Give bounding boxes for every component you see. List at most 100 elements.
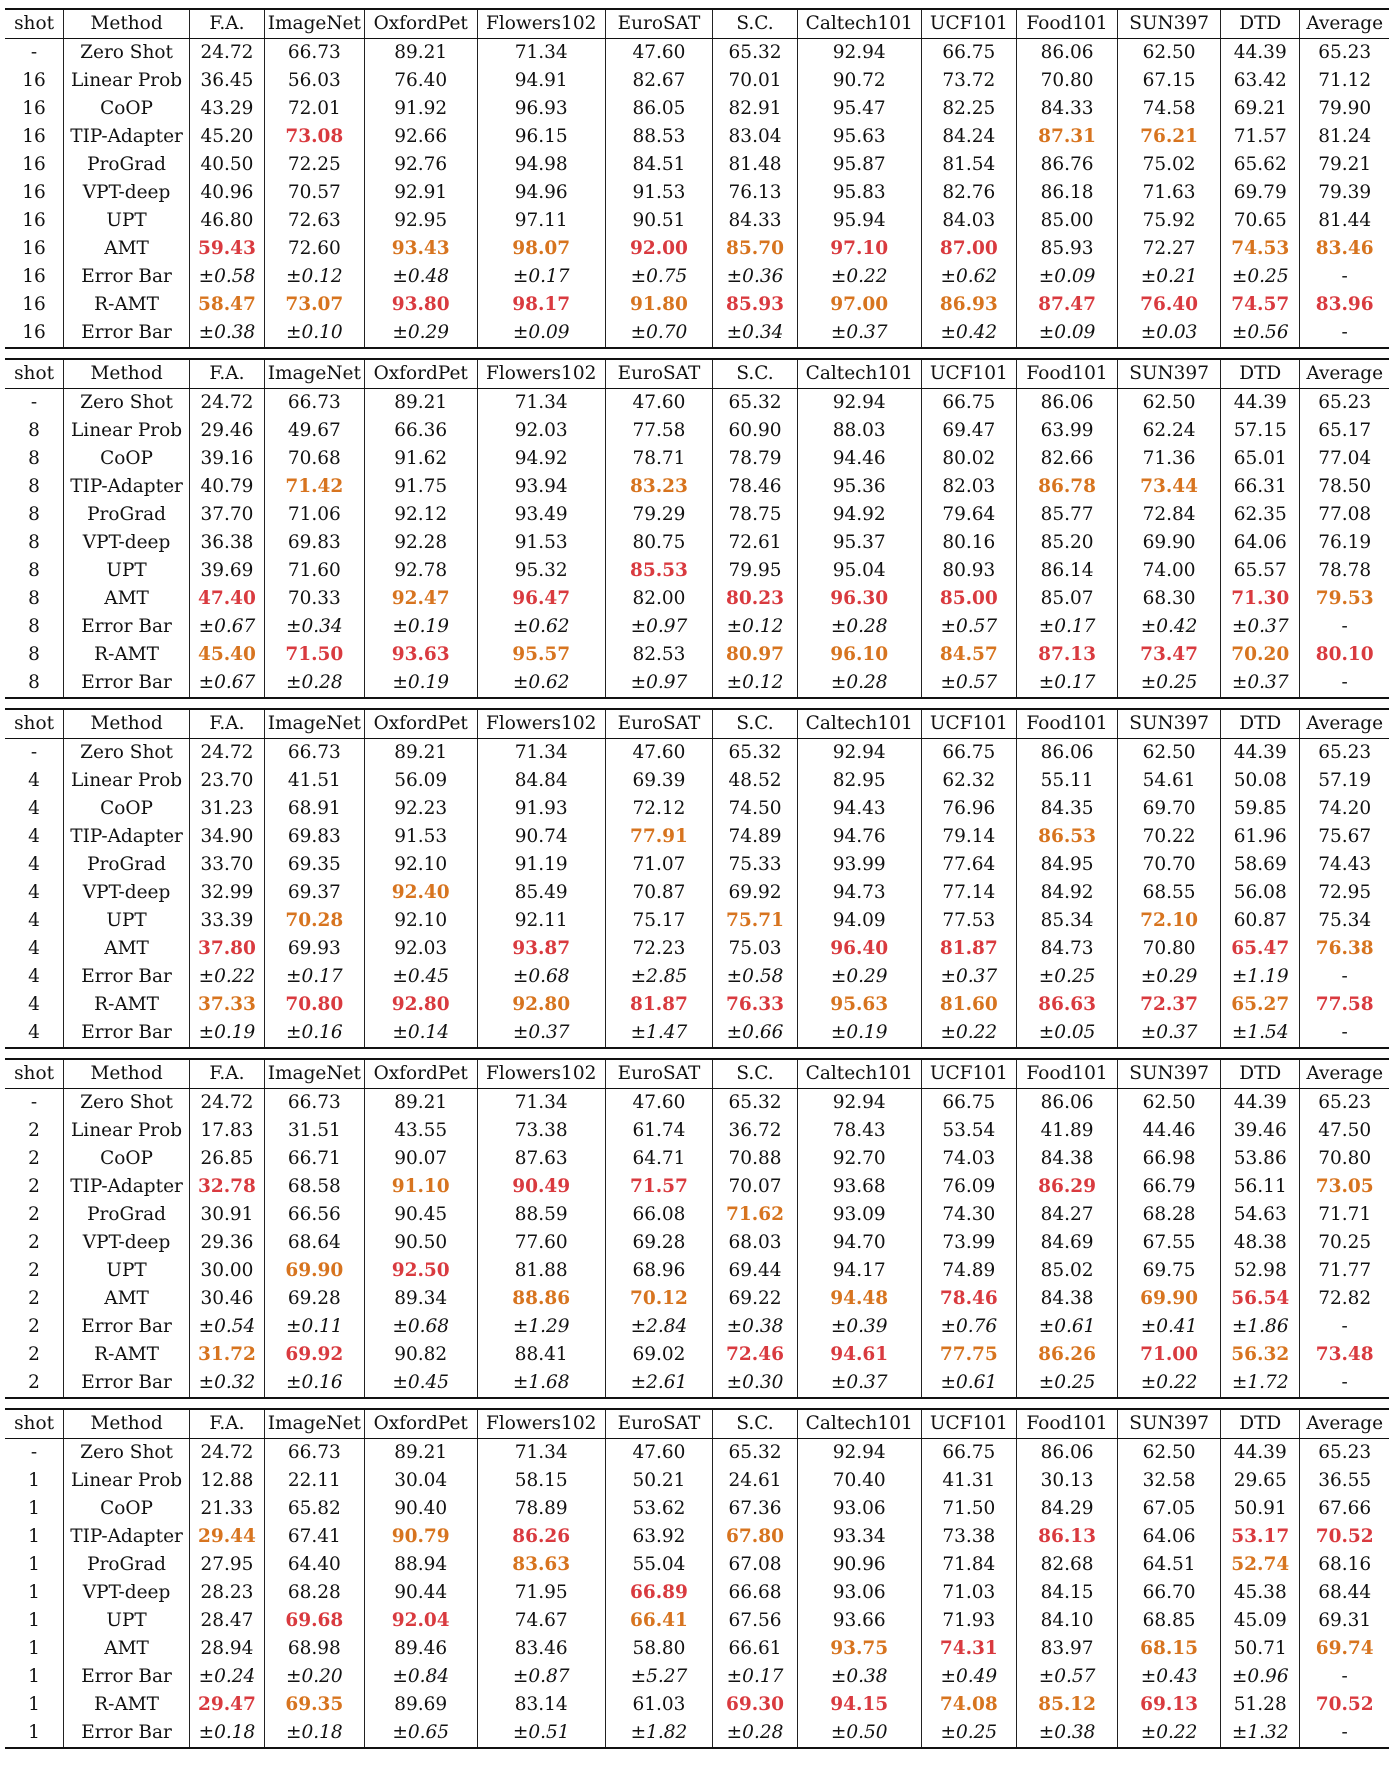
value-cell: -: [1299, 1369, 1389, 1399]
value-cell: 78.50: [1300, 473, 1389, 501]
value-text: 28.94: [200, 1638, 254, 1659]
value-text: 68.44: [1318, 1582, 1372, 1603]
plus-minus-symbol: ±: [940, 966, 956, 987]
value-cell: -: [1300, 1313, 1389, 1341]
value-cell: ±0.61: [1016, 1313, 1119, 1341]
column-header: UCF101: [921, 1408, 1018, 1439]
plus-minus-symbol: ±: [1231, 1022, 1248, 1043]
value-cell: ±0.29: [1117, 963, 1222, 991]
error-value: 0.67: [214, 616, 256, 637]
value-text: 63.99: [1040, 420, 1094, 441]
value-text: 64.51: [1142, 1554, 1196, 1575]
value-text: 94.91: [514, 70, 568, 91]
value-cell: 97.11: [477, 207, 606, 235]
value-text: 74.30: [942, 1204, 996, 1225]
value-cell: 86.18: [1016, 179, 1119, 207]
value-cell: 29.65: [1220, 1467, 1301, 1495]
value-cell: ±0.22: [1117, 1719, 1222, 1749]
value-text: 72.25: [287, 154, 341, 175]
shot-cell: 4: [5, 767, 65, 795]
value-cell: 69.30: [712, 1691, 798, 1719]
value-text: 67.08: [728, 1554, 782, 1575]
value-cell: 70.87: [605, 879, 714, 907]
value-text: 70.52: [1315, 1526, 1374, 1547]
value-cell: 73.08: [264, 123, 365, 151]
value-text: 47.60: [632, 42, 686, 63]
value-cell: 40.50: [189, 151, 265, 179]
value-text: 64.40: [287, 1554, 341, 1575]
value-cell: 74.57: [1220, 291, 1301, 319]
column-header: S.C.: [712, 358, 798, 389]
value-text: 80.93: [942, 560, 996, 581]
value-text: 74.00: [1142, 560, 1196, 581]
value-text: 76.21: [1140, 126, 1199, 147]
value-text: 66.61: [728, 1638, 782, 1659]
value-text: 44.46: [1142, 1120, 1196, 1141]
value-text: 98.17: [512, 294, 571, 315]
method-row: 2 AMT 30.46 69.28 89.34 88.86 70.12 69.22 94.48 7…: [5, 1285, 1389, 1313]
value-text: 86.06: [1040, 1092, 1094, 1113]
column-header: UCF101: [921, 358, 1018, 389]
value-text: 85.12: [1038, 1694, 1097, 1715]
value-text: 67.41: [287, 1526, 341, 1547]
value-text: 92.04: [391, 1610, 450, 1631]
value-text: 78.46: [728, 476, 782, 497]
method-cell: Linear Prob: [63, 67, 191, 95]
plus-minus-symbol: ±: [512, 616, 529, 637]
error-value: 0.22: [214, 966, 256, 987]
plus-minus-symbol: ±: [285, 1022, 302, 1043]
value-cell: 76.19: [1300, 529, 1389, 557]
column-header: F.A.: [189, 8, 265, 39]
value-cell: 83.23: [605, 473, 714, 501]
value-text: 78.89: [514, 1498, 568, 1519]
value-text: 70.57: [287, 182, 341, 203]
method-cell: Linear Prob: [63, 1467, 191, 1495]
value-cell: 64.06: [1117, 1523, 1222, 1551]
error-value: 0.48: [407, 266, 450, 287]
value-text: -: [1341, 966, 1348, 987]
value-cell: 85.20: [1016, 529, 1119, 557]
method-row: 2 VPT-deep 29.36 68.64 90.50 77.60 69.28 68.03 9…: [5, 1229, 1389, 1257]
value-cell: 90.79: [364, 1523, 478, 1551]
method-row: 1 TIP-Adapter 29.44 67.41 90.79 86.26 63.92 67.…: [5, 1523, 1389, 1551]
value-cell: 80.02: [921, 445, 1018, 473]
value-text: 93.43: [391, 238, 450, 259]
value-cell: 67.15: [1117, 67, 1222, 95]
value-cell: 67.41: [264, 1523, 365, 1551]
value-cell: 93.06: [797, 1579, 922, 1607]
plus-minus-symbol: ±: [512, 1722, 529, 1743]
value-cell: ±1.68: [477, 1369, 606, 1399]
value-cell: 65.32: [712, 738, 798, 767]
value-cell: 69.35: [264, 851, 365, 879]
value-text: 92.78: [394, 560, 448, 581]
value-cell: 62.50: [1117, 38, 1222, 67]
shot-cell: 16: [5, 151, 65, 179]
value-text: 58.69: [1233, 854, 1287, 875]
value-cell: 83.63: [477, 1551, 606, 1579]
value-cell: 88.53: [605, 123, 714, 151]
value-cell: 70.25: [1300, 1229, 1389, 1257]
value-text: 40.96: [200, 182, 254, 203]
value-cell: 66.31: [1220, 473, 1301, 501]
value-text: 93.06: [832, 1582, 886, 1603]
value-cell: 96.47: [477, 585, 606, 613]
value-text: 70.87: [632, 882, 686, 903]
value-cell: ±0.42: [1117, 613, 1222, 641]
value-cell: 87.13: [1016, 641, 1119, 669]
value-text: 68.58: [287, 1176, 341, 1197]
value-cell: 86.29: [1016, 1173, 1119, 1201]
value-cell: 78.43: [797, 1117, 922, 1145]
plus-minus-symbol: ±: [392, 1022, 408, 1043]
error-bar-row: 8 Error Bar ±0.67 ±0.34 ±0.19 ±0.62 ±0.97 ±0.12…: [5, 613, 1389, 641]
value-cell: 79.90: [1300, 95, 1389, 123]
value-cell: 81.24: [1300, 123, 1389, 151]
value-cell: ±0.36: [712, 263, 798, 291]
value-text: 24.61: [728, 1470, 782, 1491]
value-cell: 79.39: [1300, 179, 1389, 207]
value-text: 94.15: [830, 1694, 889, 1715]
value-text: 70.80: [1040, 70, 1094, 91]
value-text: 93.68: [832, 1176, 886, 1197]
value-cell: ±0.09: [1016, 319, 1119, 349]
value-cell: 69.39: [605, 767, 714, 795]
column-header: F.A.: [189, 358, 265, 389]
